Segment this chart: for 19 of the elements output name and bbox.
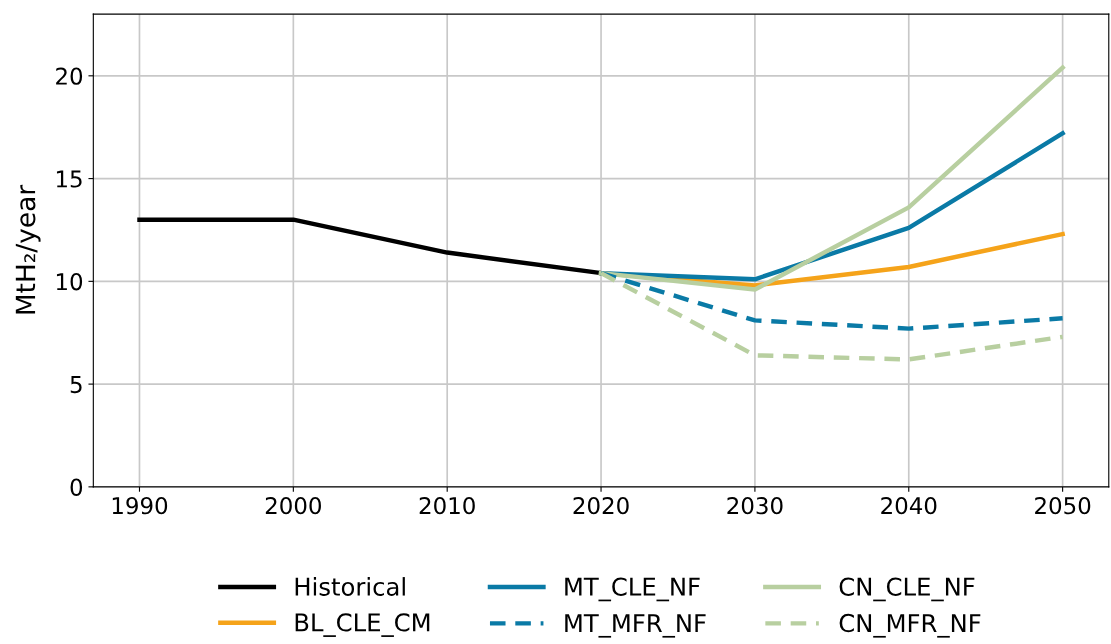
y-axis-title: MtH₂/year bbox=[15, 184, 41, 314]
x-tick-label: 1990 bbox=[112, 496, 168, 515]
legend-label: BL_CLE_CM bbox=[295, 613, 430, 637]
legend-label: Historical bbox=[295, 577, 405, 596]
x-tick-label: 2050 bbox=[1035, 496, 1091, 515]
legend-label: CN_CLE_NF bbox=[839, 577, 975, 602]
y-tick-label: 20 bbox=[56, 67, 83, 85]
y-tick-label: 5 bbox=[70, 376, 82, 394]
x-tick-label: 2000 bbox=[265, 496, 321, 515]
legend-label: CN_MFR_NF bbox=[839, 613, 981, 638]
y-tick-label: 15 bbox=[56, 170, 82, 188]
x-tick-label: 2010 bbox=[419, 496, 475, 515]
y-tick-label: 10 bbox=[56, 273, 83, 291]
legend-label: MT_MFR_NF bbox=[565, 614, 706, 638]
x-tick-label: 2030 bbox=[727, 496, 783, 515]
y-tick-label: 0 bbox=[70, 478, 83, 496]
legend-label: MT_CLE_NF bbox=[565, 577, 700, 602]
x-tick-label: 2040 bbox=[881, 496, 937, 515]
x-tick-label: 2020 bbox=[573, 496, 629, 515]
